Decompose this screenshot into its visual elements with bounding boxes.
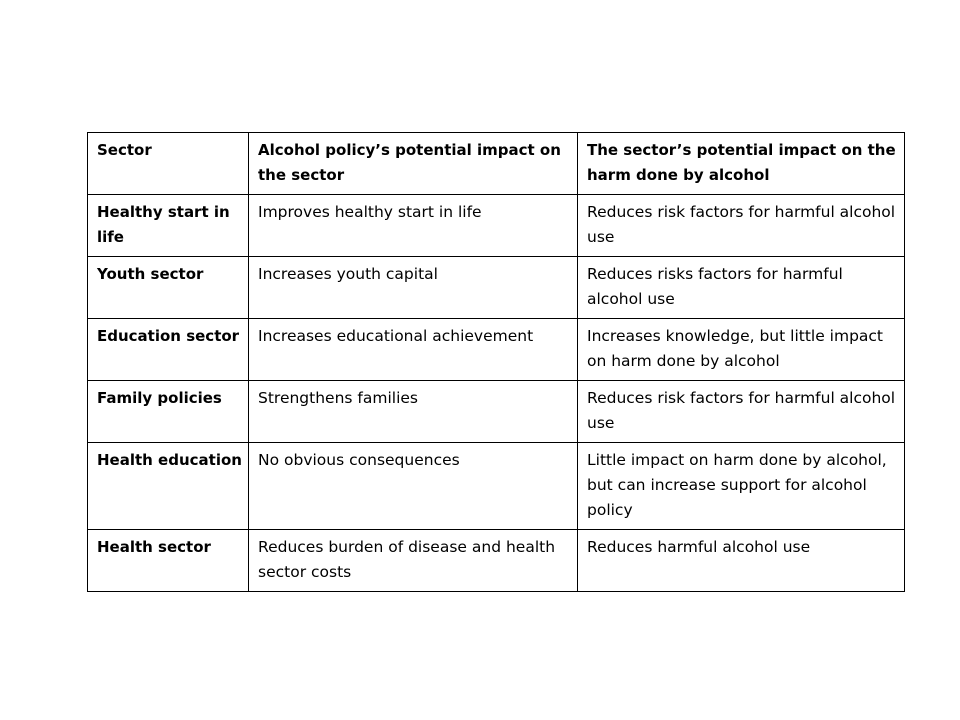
sector-cell: Youth sector [87,256,249,319]
header-harm-impact: The sector’s potential impact on the har… [577,132,905,195]
harm-impact-text: Little impact on harm done by alcohol, b… [587,451,887,519]
sector-cell: Family policies [87,380,249,443]
table-row: Education sector Increases educational a… [87,318,905,381]
policy-impact-text: Increases educational achievement [258,327,534,345]
sector-label: Health education [97,451,242,469]
policy-impact-cell: Reduces burden of disease and health sec… [248,529,578,592]
harm-impact-cell: Little impact on harm done by alcohol, b… [577,442,905,530]
sector-label: Youth sector [97,265,204,283]
policy-impact-cell: Increases educational achievement [248,318,578,381]
harm-impact-cell: Reduces risks factors for harmful alcoho… [577,256,905,319]
sector-label: Healthy start in life [97,203,230,246]
sector-cell: Health education [87,442,249,530]
harm-impact-text: Reduces risks factors for harmful alcoho… [587,265,843,308]
policy-impact-text: Strengthens families [258,389,418,407]
table-row: Health sector Reduces burden of disease … [87,529,905,592]
policy-impact-cell: Increases youth capital [248,256,578,319]
header-policy-impact: Alcohol policy’s potential impact on the… [248,132,578,195]
policy-impact-text: Improves healthy start in life [258,203,482,221]
sector-label: Family policies [97,389,222,407]
harm-impact-cell: Reduces risk factors for harmful alcohol… [577,380,905,443]
policy-impact-text: Increases youth capital [258,265,438,283]
header-harm-impact-label: The sector’s potential impact on the har… [587,141,896,184]
harm-impact-text: Reduces risk factors for harmful alcohol… [587,203,896,246]
policy-impact-text: Reduces burden of disease and health sec… [258,538,556,581]
policy-impact-cell: Improves healthy start in life [248,194,578,257]
sector-cell: Health sector [87,529,249,592]
sector-cell: Education sector [87,318,249,381]
policy-impact-cell: Strengthens families [248,380,578,443]
table-row: Youth sector Increases youth capital Red… [87,256,905,319]
harm-impact-text: Reduces harmful alcohol use [587,538,811,556]
header-sector: Sector [87,132,249,195]
policy-impact-text: No obvious consequences [258,451,460,469]
table-row: Health education No obvious consequences… [87,442,905,530]
harm-impact-text: Reduces risk factors for harmful alcohol… [587,389,896,432]
policy-impact-cell: No obvious consequences [248,442,578,530]
header-sector-label: Sector [97,141,152,159]
harm-impact-text: Increases knowledge, but little impact o… [587,327,884,370]
sector-label: Education sector [97,327,240,345]
table-row: Family policies Strengthens families Red… [87,380,905,443]
harm-impact-cell: Increases knowledge, but little impact o… [577,318,905,381]
harm-impact-cell: Reduces harmful alcohol use [577,529,905,592]
harm-impact-cell: Reduces risk factors for harmful alcohol… [577,194,905,257]
header-policy-impact-label: Alcohol policy’s potential impact on the… [258,141,561,184]
sector-impact-table: Sector Alcohol policy’s potential impact… [87,132,905,592]
sector-cell: Healthy start in life [87,194,249,257]
table-row: Healthy start in life Improves healthy s… [87,194,905,257]
sector-label: Health sector [97,538,211,556]
table-header-row: Sector Alcohol policy’s potential impact… [87,132,905,195]
